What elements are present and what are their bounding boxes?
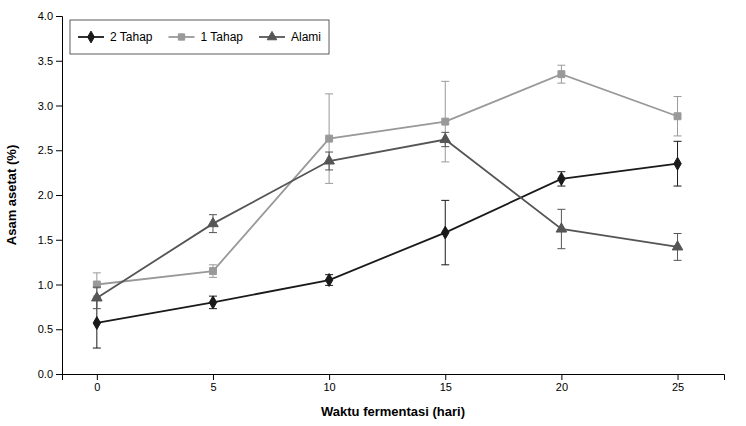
tick-mark [329, 374, 330, 380]
legend-item: Alami [259, 30, 321, 44]
plot: 0 5 10 15 20 25 0.0 0.5 1.0 1.5 2.0 2.5 3.0 3.5 4.0 Wak… [4, 10, 725, 419]
tick: 3.5 [38, 55, 62, 67]
point [210, 268, 217, 275]
tick-label: 4.0 [38, 10, 53, 22]
tick-mark [678, 374, 679, 380]
tick-label: 2.5 [38, 144, 53, 156]
tick-mark [56, 240, 62, 241]
tick: 0.5 [38, 323, 62, 335]
tick-mark [56, 150, 62, 151]
legend-label: Alami [291, 30, 321, 44]
tick-label: 0 [94, 381, 100, 393]
tick-label: 1.5 [38, 234, 53, 246]
tick: 1.5 [38, 234, 62, 246]
tick: 25 [672, 374, 684, 393]
tick-mark [213, 374, 214, 380]
tick-label: 15 [440, 381, 452, 393]
tick-label: 20 [556, 381, 568, 393]
tick-mark [561, 374, 562, 380]
tick-label: 5 [210, 381, 216, 393]
legend: 2 Tahap 1 Tahap Alami [70, 20, 329, 54]
error-bar [209, 265, 217, 278]
error-bar [209, 296, 217, 309]
legend-item: 1 Tahap [169, 30, 244, 44]
tick: 1.0 [38, 279, 62, 291]
point [209, 296, 216, 309]
point [92, 292, 103, 301]
line [97, 74, 678, 284]
y-axis-title: Asam asetat (%) [4, 145, 19, 245]
tick: 0.0 [38, 368, 62, 380]
tick: 2.0 [38, 189, 62, 201]
point [208, 218, 219, 227]
series [92, 132, 683, 308]
x-axis: 0 5 10 15 20 25 [63, 374, 725, 393]
tick-label: 1.0 [38, 279, 53, 291]
error-bar [325, 94, 333, 184]
tick-mark [56, 374, 62, 375]
tick-mark [97, 374, 98, 380]
point [558, 71, 565, 78]
tick-mark [56, 329, 62, 330]
point [325, 274, 332, 287]
tick-mark [56, 16, 62, 17]
tick-mark [56, 61, 62, 62]
point [556, 223, 567, 232]
point [442, 118, 449, 125]
error-bar [557, 65, 565, 83]
legend-label: 2 Tahap [110, 30, 153, 44]
chart: 0 5 10 15 20 25 0.0 0.5 1.0 1.5 2.0 2.5 3.0 3.5 4.0 Wak… [0, 0, 746, 426]
tick: 2.5 [38, 144, 62, 156]
tick-label: 3.0 [38, 100, 53, 112]
legend-marker [178, 34, 184, 40]
point [324, 155, 335, 164]
legend-item: 2 Tahap [78, 30, 153, 44]
error-bar [674, 97, 682, 136]
tick: 3.0 [38, 100, 62, 112]
x-axis-title: Waktu fermentasi (hari) [321, 404, 465, 419]
series [93, 65, 682, 296]
point [440, 133, 451, 142]
tick: 4.0 [38, 10, 62, 22]
tick-mark [445, 374, 446, 380]
tick: 0 [94, 374, 100, 393]
tick-mark [56, 195, 62, 196]
tick-mark [56, 285, 62, 286]
legend-marker [88, 31, 95, 43]
tick-label: 25 [672, 381, 684, 393]
tick: 15 [440, 374, 452, 393]
tick: 20 [556, 374, 568, 393]
point [442, 226, 449, 239]
y-axis: 0.0 0.5 1.0 1.5 2.0 2.5 3.0 3.5 4.0 [38, 10, 63, 380]
marks [92, 65, 683, 348]
point [93, 317, 100, 330]
legend-frame [70, 20, 329, 54]
point [326, 135, 333, 142]
tick-label: 0.5 [38, 323, 53, 335]
point [672, 241, 683, 250]
legend-marker [267, 31, 277, 39]
tick-label: 2.0 [38, 189, 53, 201]
tick-label: 0.0 [38, 368, 53, 380]
axis-line [63, 375, 725, 381]
error-bar [441, 200, 449, 264]
line [97, 140, 678, 298]
point [674, 113, 681, 120]
axis-line [56, 17, 63, 375]
error-bar [557, 172, 565, 186]
legend-label: 1 Tahap [201, 30, 244, 44]
tick-label: 10 [323, 381, 335, 393]
line [97, 164, 678, 323]
tick-label: 3.5 [38, 55, 53, 67]
tick: 10 [323, 374, 335, 393]
point [674, 157, 681, 170]
tick: 5 [210, 374, 216, 393]
error-bar [674, 141, 682, 186]
tick-mark [56, 106, 62, 107]
point [558, 172, 565, 185]
error-bar [441, 81, 449, 162]
